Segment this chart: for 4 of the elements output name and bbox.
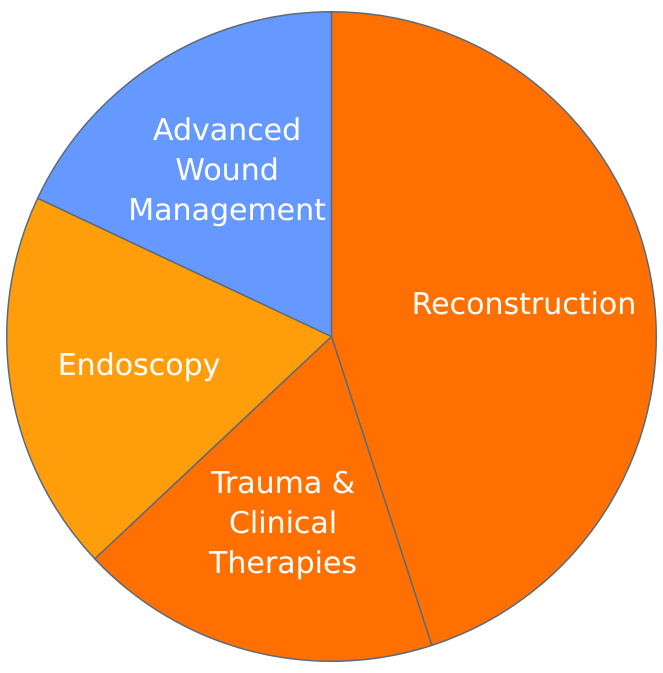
slice-label: Advanced Wound Management — [128, 112, 326, 228]
slice-label: Trauma & Clinical Therapies — [208, 466, 358, 582]
slice-label: Reconstruction — [412, 286, 636, 322]
slice-label: Endoscopy — [58, 348, 220, 383]
